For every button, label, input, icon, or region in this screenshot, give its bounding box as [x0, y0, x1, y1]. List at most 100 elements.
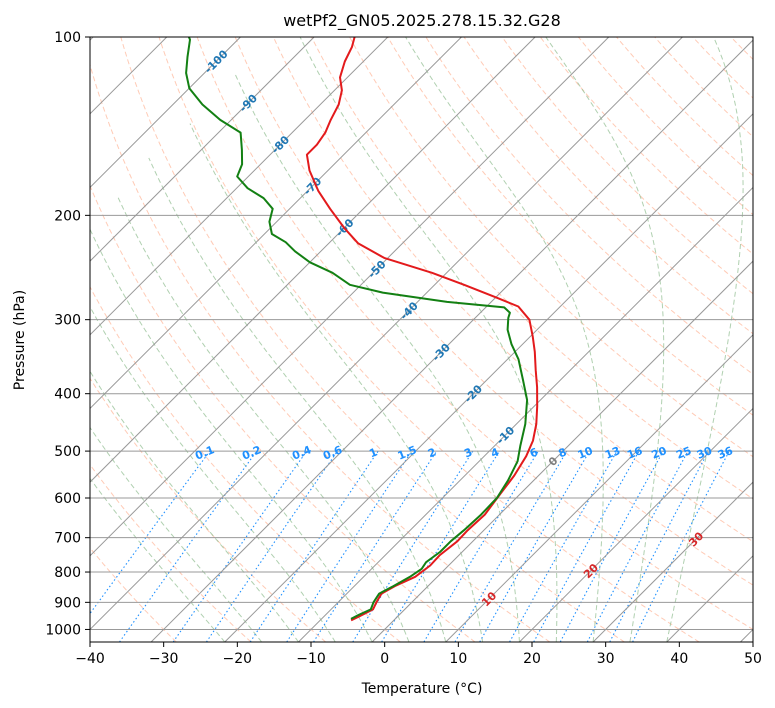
dry-adiabat-line [90, 62, 551, 642]
dry-adiabat-line [769, 37, 775, 642]
mixing-ratio-line [249, 450, 379, 642]
isotherm-gridline [90, 37, 536, 483]
moist-adiabat-line [90, 426, 262, 642]
mixing-ratio-line [172, 450, 308, 642]
dry-adiabat-line [90, 547, 177, 642]
mixing-ratio-label: 0.4 [290, 443, 313, 462]
moist-adiabat-line [90, 477, 226, 642]
mixing-ratio-line [205, 450, 338, 642]
mixing-ratio-label: 3 [462, 445, 474, 460]
x-axis-label: Temperature (°C) [361, 681, 483, 697]
mixing-ratio-line [313, 450, 438, 642]
dry-adiabat-line [539, 37, 753, 255]
moist-adiabat-line [545, 37, 665, 642]
in-plot-labels: 0.1 0.2 0.4 0.6 1 1.5 2 3 4 6 8 10 13 16 20 25 30 36-100-… [193, 47, 735, 609]
dry-adiabat-line [654, 37, 753, 138]
x-tick-label: −40 [75, 651, 105, 667]
mixing-ratio-label: 36 [716, 444, 735, 462]
dry-adiabat-line [120, 37, 625, 642]
x-tick-label: 0 [380, 651, 389, 667]
sounding-traces [185, 37, 539, 622]
dry-adiabat-line [501, 37, 753, 295]
mixing-ratio-label: 1 [367, 445, 379, 460]
mixing-ratio-line [90, 450, 211, 615]
moist-adiabat-line [666, 37, 744, 642]
moist-adiabat-line [299, 37, 558, 642]
y-tick-label: 900 [54, 595, 81, 611]
mixing-ratio-line [286, 450, 413, 642]
isotherm-gridline [519, 407, 753, 642]
x-tick-label: 10 [449, 651, 467, 667]
dry-adiabat-line [616, 37, 753, 177]
mixing-ratio-line [559, 450, 664, 642]
isotherm-gridline [90, 37, 610, 557]
plot-area: 0.1 0.2 0.4 0.6 1 1.5 2 3 4 6 8 10 13 16 20 25 30 36-100-… [90, 37, 775, 642]
dry-adiabats [90, 37, 775, 642]
x-tick-label: 50 [744, 651, 762, 667]
dry-adiabat-line [90, 285, 401, 642]
mixing-ratio-label: 13 [603, 444, 622, 462]
isotherm-grid [90, 37, 753, 642]
dry-adiabat-line [578, 37, 753, 216]
mixing-ratio-label: 16 [625, 444, 644, 462]
mixing-ratio-line [381, 450, 500, 642]
dry-adiabat-line [234, 37, 753, 586]
dry-adiabat-line [272, 37, 753, 543]
moist-adiabat-line [90, 370, 299, 642]
x-tick-label: −30 [149, 651, 179, 667]
x-tick-label: 40 [670, 651, 688, 667]
isotherm-gridline [150, 39, 753, 642]
y-tick-label: 100 [54, 30, 81, 46]
mixing-ratio-line [509, 450, 618, 642]
isotherm-gridline [90, 37, 241, 189]
y-tick-label: 700 [54, 531, 81, 547]
dry-adiabat-line [349, 37, 753, 458]
y-tick-label: 500 [54, 444, 81, 460]
x-tick-label: −10 [296, 651, 326, 667]
x-tick-label: 30 [597, 651, 615, 667]
dry-adiabat-line [311, 37, 753, 500]
y-tick-label: 800 [54, 565, 81, 581]
moist-adiabat-line [90, 228, 373, 642]
y-tick-label: 300 [54, 313, 81, 329]
isotherm-gridline [666, 555, 753, 642]
x-axis: −40 −30 −20 −10 0 10 20 30 40 50 [75, 642, 762, 667]
isotherm-label: -90 [237, 92, 260, 115]
mixing-ratio-label: 8 [557, 445, 569, 460]
isobar-grid [90, 37, 753, 630]
moist-adiabat-line [189, 123, 484, 642]
mixing-ratio-label: 10 [576, 444, 595, 462]
y-tick-label: 200 [54, 208, 81, 224]
plot-frame [89, 36, 754, 643]
mixing-ratio-line [533, 450, 640, 642]
y-tick-label: 1000 [45, 622, 81, 638]
x-tick-label: 20 [523, 651, 541, 667]
dry-adiabat-line [158, 37, 700, 642]
y-axis-label: Pressure (hPa) [12, 290, 28, 390]
mixing-ratio-label: 30 [695, 444, 714, 462]
dry-adiabat-line [196, 37, 753, 630]
mixing-ratio-line [632, 450, 730, 642]
isotherm-gridline [740, 628, 753, 642]
mixing-ratio-line [119, 450, 258, 642]
moist-adiabat-line [116, 195, 410, 642]
mixing-ratio-line [586, 450, 689, 642]
isotherm-label: -100 [202, 47, 231, 76]
chart-title: wetPf2_GN05.2025.278.15.32.G28 [283, 11, 561, 31]
mixing-ratio-label: 25 [674, 444, 693, 462]
temperature-trace [305, 37, 539, 622]
moist-adiabats [90, 37, 744, 642]
isotherm-gridline [371, 260, 753, 642]
isotherm-gridline [592, 481, 753, 642]
isotherm-gridline [90, 37, 683, 631]
x-tick-label: −20 [223, 651, 253, 667]
isotherm-gridline [90, 37, 462, 410]
isotherm-gridline [90, 37, 389, 336]
isotherm-gridline [298, 186, 753, 642]
dewpoint-trace [185, 37, 529, 620]
dry-adiabat-line [90, 377, 327, 642]
y-axis: 100 200 300 400 500 600 700 800 900 1000 [45, 30, 90, 638]
mixing-ratio-label: 2 [426, 445, 438, 460]
y-tick-label: 600 [54, 491, 81, 507]
